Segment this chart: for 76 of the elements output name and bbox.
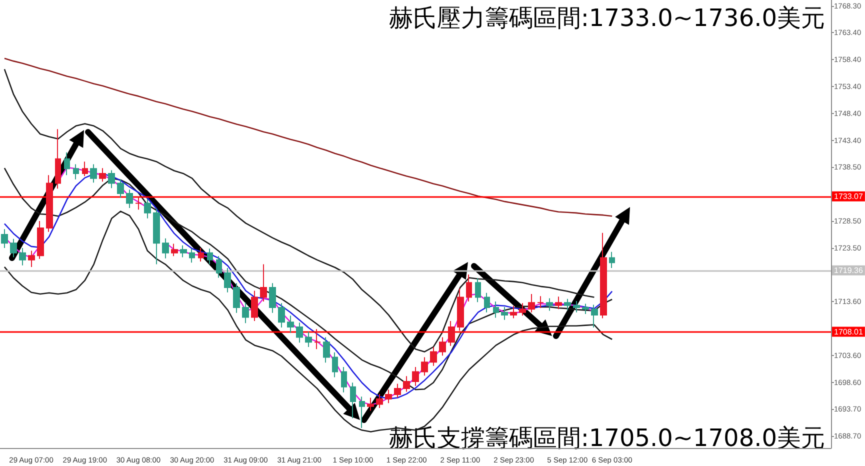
candlestick [46,174,53,232]
candlestick [564,298,571,311]
candlestick [537,296,544,309]
candlestick [162,238,169,259]
candlestick [421,356,428,376]
line-series [4,68,595,352]
candlestick [135,196,142,210]
candlestick [19,248,26,266]
candlestick [412,366,419,386]
ref-line-label: 1733.07 [834,192,864,201]
candlestick [216,256,222,278]
candlestick [493,301,499,318]
line-series [4,58,613,217]
candlestick [528,293,535,313]
candlestick [510,305,517,319]
candlestick [305,331,312,348]
candlestick [314,328,321,350]
candlestick [287,315,294,334]
candlestick [367,397,374,412]
candlestick [64,152,70,176]
candlestick [82,161,88,177]
candlestick [207,248,213,265]
candlestick [403,376,410,392]
candlestick [189,248,195,264]
candlestick [117,178,124,198]
candlestick [439,336,446,356]
candlestick [260,264,267,302]
candlestick [171,243,178,257]
candlestick [73,164,79,180]
candlestick [99,168,106,182]
ref-line-label: 1708.01 [834,327,864,336]
candlestick [37,220,44,260]
candlestick [341,366,347,393]
candlestick [55,128,61,190]
candlestick [546,298,553,312]
candlestick [430,346,437,366]
candlestick [278,302,285,328]
candlestick [126,189,133,209]
candlestick [376,393,383,409]
candlestick [359,396,365,429]
candlestick [332,352,338,378]
candlestick [475,278,481,303]
candlestick [609,251,615,269]
candlestick [519,302,526,316]
candlestick [448,320,455,346]
annotation: 赫氏壓力籌碼區間:1733.0~1736.0美元 [388,3,826,34]
candlestick [484,292,490,313]
annotation: 赫氏支撐籌碼區間:1705.0~1708.0美元 [388,423,826,454]
candlestick [573,300,580,313]
candlestick [466,274,472,302]
candlestick [591,304,598,328]
candlestick [242,302,249,324]
candlestick [555,296,562,310]
candlestick [224,268,231,293]
candlestick [153,208,160,265]
candlestick [385,389,392,404]
candlestick [180,244,187,258]
candlestick [600,232,607,319]
candlestick [251,290,258,322]
candlestick [90,164,97,184]
ref-line-label: 1719.36 [834,266,864,275]
candlestick [394,383,401,398]
candlestick [198,248,204,262]
candlestick [582,303,589,314]
candlestick [269,282,276,314]
candlestick [28,250,35,268]
candlestick [1,228,8,249]
candlestick [108,170,115,189]
candlestick [350,382,356,419]
candlestick [10,238,17,258]
candlestick [296,322,303,344]
candlestick [501,306,508,320]
candlestick [457,288,464,332]
candlestick [323,336,330,364]
candlestick [233,282,240,314]
candlestick [144,198,151,219]
